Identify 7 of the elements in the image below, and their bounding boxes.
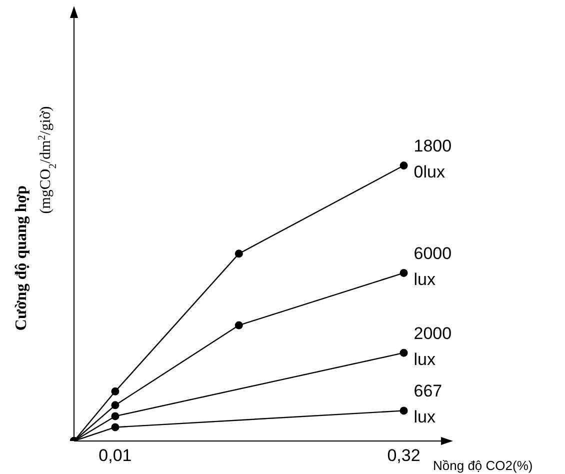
series-label: 1800 0lux <box>414 136 452 182</box>
series-label: 667 lux <box>414 382 442 427</box>
series-label: 6000 lux <box>414 244 452 289</box>
x-tick-label: 0,01 <box>98 446 132 466</box>
x-tick-label: 0,32 <box>387 446 420 466</box>
series-label: 2000 lux <box>414 324 452 369</box>
x-axis-title: Nồng độ CO2(%) <box>433 458 533 473</box>
